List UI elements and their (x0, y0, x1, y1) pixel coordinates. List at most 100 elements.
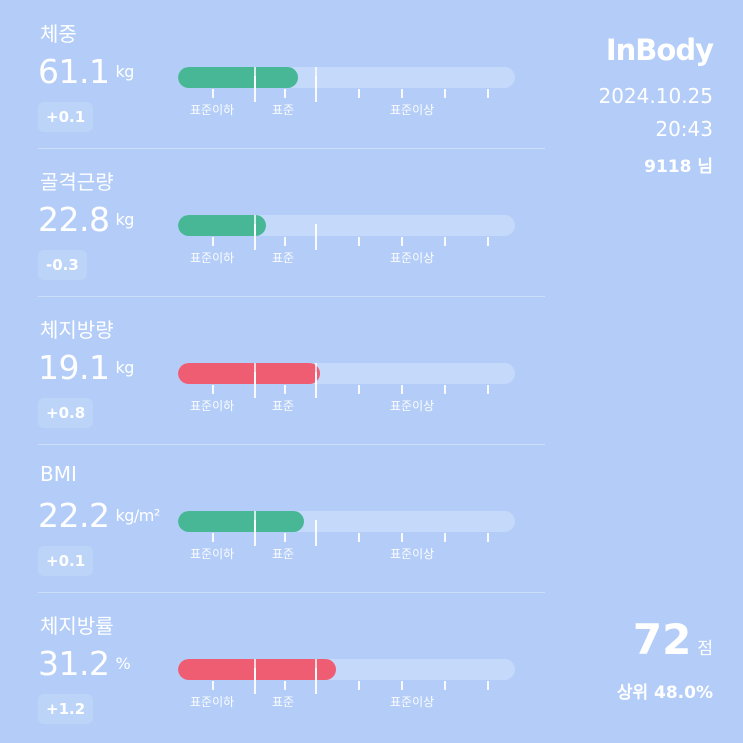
user-label: 9118 님 (644, 157, 713, 177)
metric-value: 61.1 (38, 52, 110, 91)
range-tick (487, 237, 489, 246)
range-tick (358, 681, 360, 690)
metric-value: 19.1 (38, 348, 110, 387)
range-tick (284, 237, 286, 246)
score-unit: 점 (697, 639, 713, 659)
range-tick (358, 533, 360, 542)
range-tick (212, 385, 214, 394)
metric-delta-badge: +0.1 (38, 102, 94, 132)
metric-value: 22.2 (38, 496, 110, 535)
range-tick (401, 89, 403, 98)
divider-line (38, 148, 545, 149)
metric-body-fat-mass[interactable]: 체지방량 19.1 kg +0.8 표준이하 표준 표준이상 (0, 296, 545, 444)
metric-unit: % (115, 654, 131, 673)
metric-bar-fill (178, 511, 305, 532)
metric-body-fat-percent[interactable]: 체지방률 31.2% +1.2 표준이하 표준 표준이상 (0, 592, 545, 740)
divider-line (38, 444, 545, 445)
range-tick (212, 89, 214, 98)
range-tick (315, 224, 317, 250)
range-label-below: 표준이하 (190, 103, 235, 117)
range-tick (315, 76, 317, 102)
range-tick (315, 372, 317, 398)
range-tick (358, 237, 360, 246)
metric-bar-fill (178, 215, 266, 236)
range-tick (254, 668, 256, 694)
range-tick (487, 89, 489, 98)
range-label-above: 표준이상 (390, 251, 435, 265)
metric-unit: kg (115, 358, 134, 377)
inbody-logo: InBody (605, 33, 714, 67)
metric-skeletal-muscle[interactable]: 골격근량 22.8 kg -0.3 표준이하 표준 표준이상 (0, 148, 545, 296)
range-label-above: 표준이상 (390, 547, 435, 561)
metric-delta-badge: -0.3 (38, 250, 87, 280)
metric-range-bar (178, 215, 515, 236)
range-label-standard: 표준 (272, 103, 295, 117)
metric-bmi[interactable]: BMI 22.2 kg/m² +0.1 표준이하 표준 표준이상 (0, 444, 545, 592)
metric-value-row: 19.1 kg (38, 348, 134, 387)
range-tick (212, 237, 214, 246)
range-tick (254, 520, 256, 546)
score-rank: 상위 48.0% (616, 683, 713, 703)
range-tick (284, 385, 286, 394)
metric-range-bar (178, 511, 515, 532)
metric-range-bar (178, 363, 515, 384)
range-tick (401, 681, 403, 690)
range-tick (444, 681, 446, 690)
metric-name: BMI (40, 462, 77, 486)
range-tick (487, 533, 489, 542)
range-label-standard: 표준 (272, 399, 295, 413)
metric-value-row: 22.8 kg (38, 200, 134, 239)
metric-value: 22.8 (38, 200, 110, 239)
metric-value: 31.2 (38, 644, 110, 683)
range-label-above: 표준이상 (390, 103, 435, 117)
measurement-time: 20:43 (655, 117, 713, 141)
range-tick (401, 385, 403, 394)
metric-range-bar (178, 67, 515, 88)
metric-name: 골격근량 (40, 170, 114, 194)
range-tick (315, 668, 317, 694)
range-label-below: 표준이하 (190, 695, 235, 709)
range-tick (284, 681, 286, 690)
metric-unit: kg (115, 62, 134, 81)
range-label-above: 표준이상 (390, 695, 435, 709)
range-tick (254, 224, 256, 250)
range-label-above: 표준이상 (390, 399, 435, 413)
range-tick (444, 533, 446, 542)
metric-bar-fill (178, 659, 337, 680)
metric-name: 체지방량 (40, 318, 114, 342)
metric-delta-badge: +0.1 (38, 546, 94, 576)
metric-value-row: 61.1 kg (38, 52, 134, 91)
range-tick (284, 533, 286, 542)
range-tick (487, 681, 489, 690)
range-tick (212, 533, 214, 542)
range-tick (284, 89, 286, 98)
range-tick (444, 89, 446, 98)
metric-value-row: 22.2 kg/m² (38, 496, 160, 535)
metric-unit: kg (115, 210, 134, 229)
divider-line (38, 592, 545, 593)
metric-weight[interactable]: 체중 61.1 kg +0.1 표준이하 표준 표준이상 (0, 0, 545, 148)
range-label-below: 표준이하 (190, 547, 235, 561)
metric-delta-badge: +1.2 (38, 694, 94, 724)
metric-bar-fill (178, 67, 298, 88)
range-label-below: 표준이하 (190, 251, 235, 265)
metric-value-row: 31.2% (38, 644, 131, 683)
range-label-standard: 표준 (272, 547, 295, 561)
metric-range-bar (178, 659, 515, 680)
range-label-below: 표준이하 (190, 399, 235, 413)
range-tick (315, 520, 317, 546)
range-tick (487, 385, 489, 394)
range-tick (358, 89, 360, 98)
range-label-standard: 표준 (272, 695, 295, 709)
metric-unit: kg/m² (115, 506, 160, 525)
metric-delta-badge: +0.8 (38, 398, 94, 428)
range-label-standard: 표준 (272, 251, 295, 265)
range-tick (212, 681, 214, 690)
metric-name: 체지방률 (40, 614, 114, 638)
range-tick (401, 237, 403, 246)
measurement-date: 2024.10.25 (598, 84, 713, 108)
inbody-score: 72 점 (633, 615, 713, 664)
divider-line (38, 296, 545, 297)
score-value: 72 (632, 615, 692, 664)
range-tick (444, 237, 446, 246)
